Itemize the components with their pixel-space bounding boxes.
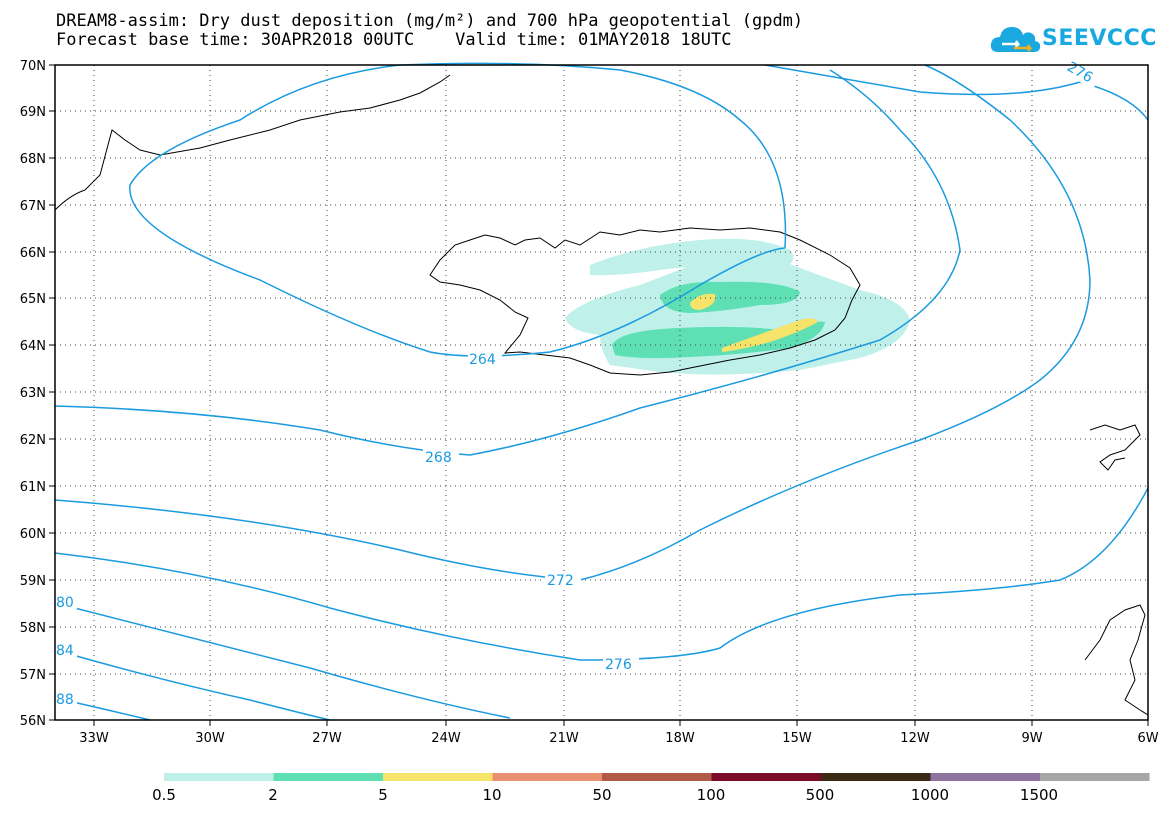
legend-label: 1000: [910, 786, 950, 804]
lat-label: 67N: [20, 199, 46, 214]
legend-label: 5: [378, 786, 388, 804]
lon-label: 18W: [665, 731, 695, 746]
contour-label: 80: [56, 595, 74, 611]
lon-label: 21W: [549, 731, 579, 746]
legend-colorbar: [164, 773, 1150, 781]
legend-swatch: [930, 773, 1040, 781]
faroe-coast: [1089, 424, 1141, 471]
lon-label: 30W: [195, 731, 225, 746]
lat-label: 64N: [20, 339, 46, 354]
lat-label: 58N: [20, 621, 46, 636]
contour-label: 84: [56, 643, 74, 659]
legend-label: 10: [482, 786, 502, 804]
legend-label: 100: [696, 786, 726, 804]
legend-label: 1500: [1019, 786, 1059, 804]
legend-swatch: [1040, 773, 1150, 781]
lat-label: 68N: [20, 152, 46, 167]
lon-label: 33W: [79, 731, 109, 746]
legend-label: 2: [268, 786, 278, 804]
contour-268: [54, 69, 961, 456]
lon-label: 15W: [782, 731, 812, 746]
lat-label: 59N: [20, 574, 46, 589]
legend-swatch: [821, 773, 931, 781]
legend-swatch: [602, 773, 712, 781]
lon-label: 27W: [312, 731, 342, 746]
map-grid: [55, 65, 1148, 720]
contour-label: 264: [469, 352, 496, 368]
lon-label: 6W: [1137, 731, 1158, 746]
legend-swatch: [383, 773, 493, 781]
coastlines: [54, 74, 1149, 716]
legend-swatch: [164, 773, 274, 781]
lat-label: 60N: [20, 527, 46, 542]
contour-272: [54, 64, 1091, 581]
legend-label: 0.5: [152, 786, 176, 804]
lat-label: 62N: [20, 433, 46, 448]
map-frame: [54, 64, 1149, 721]
contour-label: 276: [605, 657, 632, 673]
lat-label: 56N: [20, 714, 46, 729]
lat-label: 70N: [20, 59, 46, 74]
seevccc-logo: SEEVCCC: [990, 20, 1160, 60]
contour-284: [54, 649, 331, 721]
contour-276b: [764, 64, 1149, 121]
contour-label: 88: [56, 692, 74, 708]
contour-labels: 264 268 272 276 276 80 84 88: [55, 58, 1101, 708]
contour-label: 268: [425, 450, 452, 466]
cloud-logo-icon: [990, 27, 1041, 52]
legend-swatch: [711, 773, 821, 781]
lon-label: 9W: [1021, 731, 1042, 746]
geopotential-contours: [54, 62, 1149, 721]
legend-label: 500: [805, 786, 835, 804]
lat-label: 65N: [20, 292, 46, 307]
legend-swatch: [273, 773, 383, 781]
lon-label: 12W: [900, 731, 930, 746]
lat-label: 61N: [20, 480, 46, 495]
lon-label: 24W: [431, 731, 461, 746]
latitude-labels: 70N 69N 68N 67N 66N 65N 64N 63N 62N 61N …: [20, 59, 46, 729]
lat-label: 57N: [20, 668, 46, 683]
greenland-coast: [54, 74, 451, 211]
contour-276: [54, 487, 1149, 661]
legend-swatch: [492, 773, 602, 781]
map-ticks: [49, 64, 1149, 726]
iceland-coast: [429, 227, 861, 376]
dust-deposition-areas: [565, 238, 910, 375]
legend-label: 50: [592, 786, 612, 804]
lat-label: 66N: [20, 246, 46, 261]
contour-label: 272: [547, 573, 574, 589]
logo-text: SEEVCCC: [1042, 26, 1157, 51]
scotland-coast: [1084, 604, 1149, 716]
lat-label: 69N: [20, 105, 46, 120]
contour-280: [54, 602, 511, 719]
map-title: DREAM8-assim: Dry dust deposition (mg/m²…: [56, 11, 804, 31]
longitude-labels: 33W 30W 27W 24W 21W 18W 15W 12W 9W 6W: [79, 731, 1158, 746]
map-subtitle: Forecast base time: 30APR2018 00UTC Vali…: [56, 30, 732, 50]
contour-264: [129, 62, 787, 357]
lat-label: 63N: [20, 386, 46, 401]
